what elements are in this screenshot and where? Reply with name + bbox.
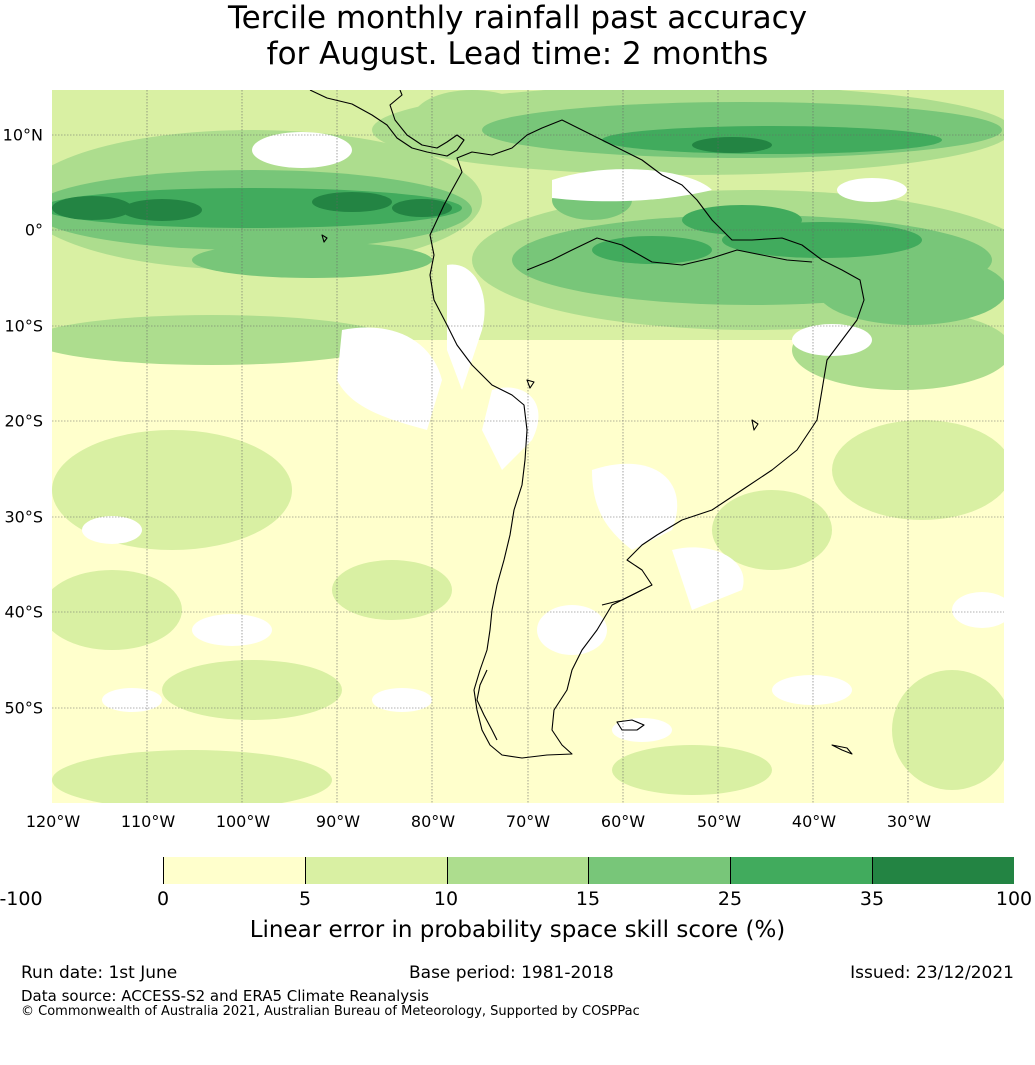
colorbar-tick-15: 15 <box>575 888 601 910</box>
title-line-1: Tercile monthly rainfall past accuracy <box>227 0 808 36</box>
colorbar-tick-100: 100 <box>995 888 1033 910</box>
title-line-2: for August. Lead time: 2 months <box>266 36 769 72</box>
lon-label-110w: 110°W <box>120 812 176 831</box>
lon-label-30w: 30°W <box>886 812 932 831</box>
graticule <box>52 90 1004 803</box>
colorbar-tick-minus100: -100 <box>0 888 43 910</box>
colorbar-swatch <box>730 857 873 884</box>
colorbar-tick-5: 5 <box>298 888 312 910</box>
lat-label-20s: 20°S <box>4 411 43 431</box>
base-period: Base period: 1981-2018 <box>409 963 614 983</box>
lon-label-60w: 60°W <box>600 812 646 831</box>
lon-label-90w: 90°W <box>315 812 361 831</box>
coastline <box>309 90 865 759</box>
colorbar-tick-0: 0 <box>156 888 170 910</box>
lat-label-40s: 40°S <box>4 602 43 622</box>
copyright: © Commonwealth of Australia 2021, Austra… <box>21 1004 640 1019</box>
lat-label-30s: 30°S <box>4 507 43 527</box>
skill-map <box>52 90 1004 803</box>
lon-label-80w: 80°W <box>410 812 456 831</box>
lon-label-50w: 50°W <box>696 812 742 831</box>
colorbar-swatch <box>162 857 305 884</box>
colorbar-swatch <box>304 857 447 884</box>
colorbar-label: Linear error in probability space skill … <box>249 917 786 943</box>
lat-label-10s: 10°S <box>4 316 43 336</box>
lat-label-0: 0° <box>24 220 43 240</box>
skill-band-35-100 <box>52 137 772 221</box>
colorbar-tick-10: 10 <box>433 888 459 910</box>
lat-label-50s: 50°S <box>4 698 43 718</box>
lon-label-120w: 120°W <box>25 812 81 831</box>
colorbar-swatch <box>446 857 589 884</box>
colorbar-tick-35: 35 <box>859 888 885 910</box>
colorbar-swatch <box>588 857 731 884</box>
run-date: Run date: 1st June <box>21 963 178 983</box>
map-title: Tercile monthly rainfall past accuracy f… <box>0 0 1035 72</box>
lat-label-10n: 10°N <box>2 125 43 145</box>
issued-date: Issued: 23/12/2021 <box>850 963 1014 983</box>
colorbar-tick-25: 25 <box>717 888 743 910</box>
lon-label-40w: 40°W <box>791 812 837 831</box>
colorbar-swatch <box>21 857 163 884</box>
lon-label-100w: 100°W <box>215 812 271 831</box>
data-source: Data source: ACCESS-S2 and ERA5 Climate … <box>21 987 429 1005</box>
colorbar-swatch <box>872 857 1014 884</box>
colorbar <box>21 857 1014 884</box>
lon-label-70w: 70°W <box>505 812 551 831</box>
